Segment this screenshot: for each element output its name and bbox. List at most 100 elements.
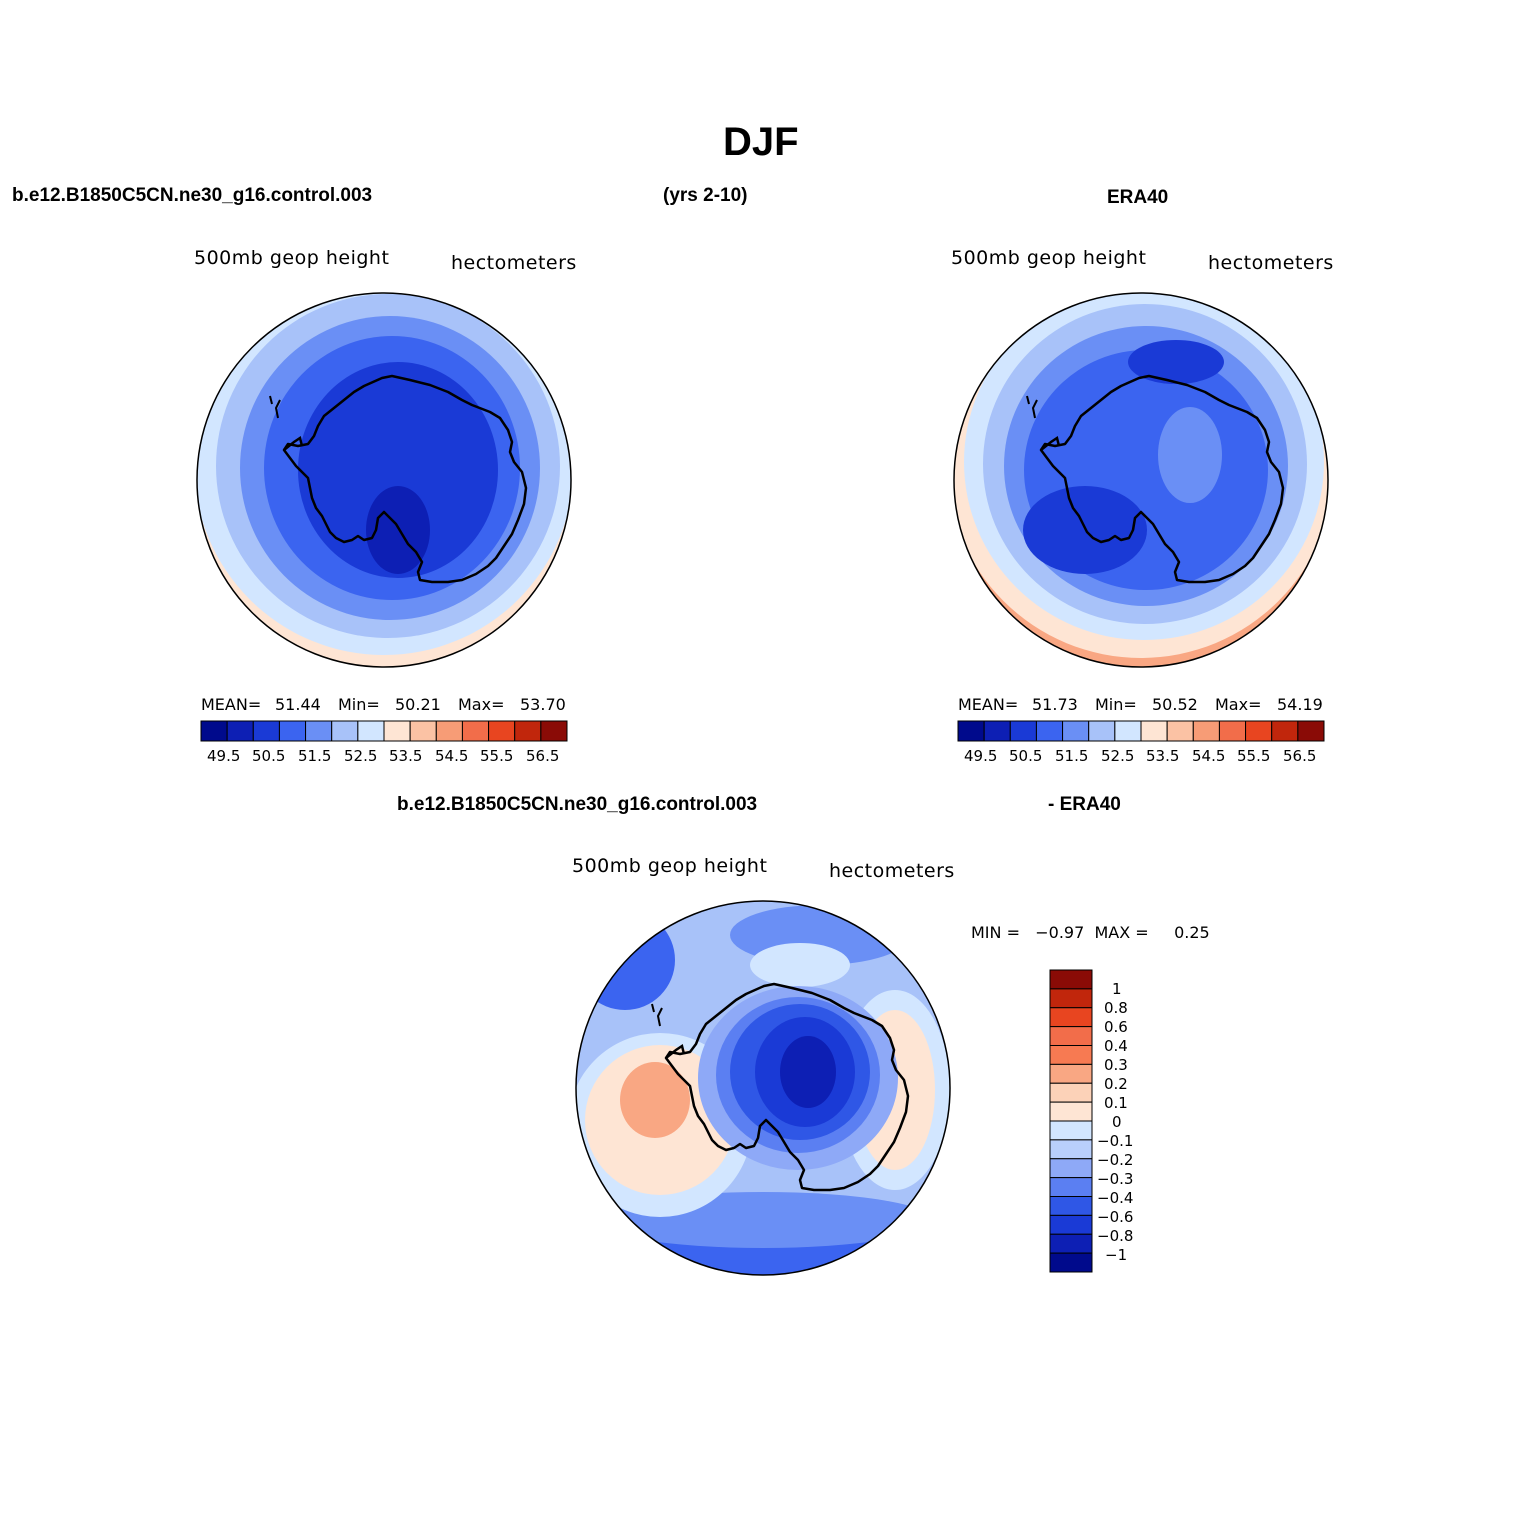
colorbar-swatch: [1114, 720, 1142, 742]
diff-minus-obs: - ERA40: [1048, 794, 1121, 815]
colorbar-swatch: [357, 720, 385, 742]
panel-diff-variable: 500mb geop height: [572, 855, 768, 877]
colorbar-swatch: [957, 720, 985, 742]
colorbar-swatch: [409, 720, 437, 742]
colorbar-swatch: [383, 720, 411, 742]
cbar-model-tick: 51.5: [298, 747, 332, 765]
cbar-model-tick: 56.5: [526, 747, 560, 765]
colorbar-swatch: [252, 720, 280, 742]
colorbar-swatch: [1049, 1139, 1093, 1160]
colorbar-swatch: [540, 720, 568, 742]
colorbar-swatch: [1035, 720, 1064, 742]
colorbar-swatch: [1049, 1158, 1093, 1179]
cbar-model-tick: 50.5: [252, 747, 286, 765]
cbar-diff-tick: 0.2: [1104, 1075, 1128, 1093]
colorbar-swatch: [1192, 720, 1220, 742]
panel-model-max: 53.70: [520, 695, 566, 714]
colorbar-swatch: [1271, 720, 1299, 742]
years-range: (yrs 2-10): [663, 185, 748, 206]
cbar-diff-tick: −0.1: [1097, 1132, 1134, 1150]
colorbar-swatch: [1140, 720, 1168, 742]
cbar-diff-tick: 0.3: [1104, 1056, 1128, 1074]
colorbar-model: [200, 720, 568, 742]
panel-model-mean-label: MEAN=: [201, 695, 262, 714]
cbar-diff-tick: 1: [1112, 980, 1122, 998]
cbar-model-tick: 53.5: [389, 747, 423, 765]
panel-model-min-label: Min=: [338, 695, 380, 714]
cbar-diff-tick: 0.1: [1104, 1094, 1128, 1112]
colorbar-swatch: [1049, 988, 1093, 1009]
colorbar-swatch: [1297, 720, 1325, 742]
colorbar-swatch: [1245, 720, 1273, 742]
panel-model-min: 50.21: [395, 695, 441, 714]
cbar-diff-tick: 0.6: [1104, 1018, 1128, 1036]
colorbar-swatch: [331, 720, 359, 742]
colorbar-swatch: [1049, 1120, 1093, 1141]
panel-obs-mean-label: MEAN=: [958, 695, 1019, 714]
colorbar-swatch: [1049, 969, 1093, 990]
colorbar-swatch: [1049, 1101, 1093, 1122]
panel-obs-mean: 51.73: [1032, 695, 1078, 714]
colorbar-swatch: [226, 720, 254, 742]
colorbar-swatch: [1049, 1196, 1093, 1216]
coastline-diff: [650, 982, 910, 1192]
colorbar-swatch: [1049, 1252, 1093, 1273]
panel-obs-max-label: Max=: [1215, 695, 1262, 714]
colorbar-swatch: [1062, 720, 1090, 742]
colorbar-swatch: [200, 720, 228, 742]
cbar-model-tick: 55.5: [480, 747, 514, 765]
colorbar-swatch: [488, 720, 516, 742]
cbar-obs-tick: 53.5: [1146, 747, 1180, 765]
coastline-obs: [1025, 374, 1285, 584]
page-title: DJF: [723, 120, 799, 164]
diff-case-name: b.e12.B1850C5CN.ne30_g16.control.003: [397, 794, 758, 815]
colorbar-swatch: [1166, 720, 1194, 742]
cbar-diff-tick: −0.8: [1097, 1227, 1134, 1245]
cbar-obs-tick: 52.5: [1101, 747, 1135, 765]
cbar-obs-tick: 56.5: [1283, 747, 1317, 765]
panel-model-units: hectometers: [451, 252, 577, 274]
map-diff: [576, 901, 950, 1275]
colorbar-obs: [957, 720, 1325, 742]
cbar-diff-tick: −0.2: [1097, 1151, 1134, 1169]
colorbar-swatch: [514, 720, 542, 742]
cbar-obs-tick: 51.5: [1055, 747, 1089, 765]
cbar-diff-tick: −0.4: [1097, 1189, 1134, 1207]
panel-obs-units: hectometers: [1208, 252, 1334, 274]
cbar-obs-tick: 54.5: [1192, 747, 1226, 765]
colorbar-diff: [1049, 969, 1093, 1273]
colorbar-swatch: [1049, 1026, 1093, 1046]
case-name: b.e12.B1850C5CN.ne30_g16.control.003: [12, 185, 373, 206]
cbar-diff-tick: −0.6: [1097, 1208, 1134, 1226]
panel-obs-min: 50.52: [1152, 695, 1198, 714]
colorbar-swatch: [1009, 720, 1037, 742]
coastline-model: [268, 374, 528, 584]
panel-diff-units: hectometers: [829, 860, 955, 882]
colorbar-swatch: [1049, 1214, 1093, 1235]
cbar-obs-tick: 50.5: [1009, 747, 1043, 765]
cbar-diff-tick: 0.4: [1104, 1037, 1128, 1055]
colorbar-swatch: [435, 720, 463, 742]
colorbar-swatch: [461, 720, 490, 742]
map-model: [197, 293, 571, 667]
colorbar-swatch: [983, 720, 1011, 742]
cbar-model-tick: 49.5: [207, 747, 241, 765]
cbar-model-tick: 54.5: [435, 747, 469, 765]
cbar-diff-tick: −0.3: [1097, 1170, 1134, 1188]
colorbar-swatch: [278, 720, 307, 742]
colorbar-swatch: [1218, 720, 1247, 742]
obs-name: ERA40: [1107, 187, 1169, 208]
panel-obs-max: 54.19: [1277, 695, 1323, 714]
colorbar-swatch: [1049, 1177, 1093, 1197]
cbar-diff-tick: 0.8: [1104, 999, 1128, 1017]
colorbar-swatch: [1049, 1045, 1093, 1065]
colorbar-swatch: [1088, 720, 1116, 742]
cbar-diff-tick: −1: [1105, 1246, 1128, 1264]
cbar-model-tick: 52.5: [344, 747, 378, 765]
colorbar-swatch: [305, 720, 333, 742]
cbar-obs-tick: 49.5: [964, 747, 998, 765]
panel-model-variable: 500mb geop height: [194, 247, 390, 269]
colorbar-swatch: [1049, 1082, 1093, 1103]
panel-model-mean: 51.44: [275, 695, 321, 714]
cbar-obs-tick: 55.5: [1237, 747, 1271, 765]
